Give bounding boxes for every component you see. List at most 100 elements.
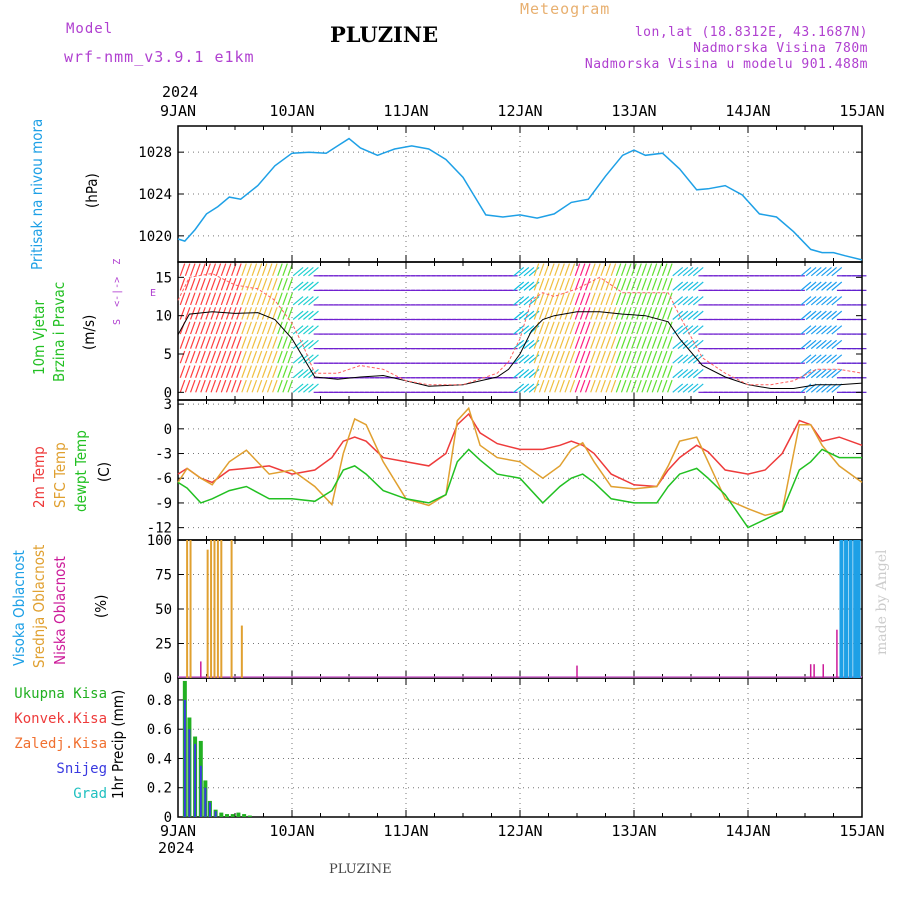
wind-arrow — [569, 350, 576, 364]
pressure-ytick-label: 1028 — [138, 145, 172, 161]
wind-arrow — [626, 321, 632, 335]
wind-arrow — [261, 365, 268, 378]
wind-arrow — [251, 321, 258, 335]
wind-arrow — [538, 365, 545, 378]
wind-arrow — [687, 339, 699, 350]
wind-arrow — [277, 321, 283, 335]
wind-arrow — [246, 277, 252, 291]
wind-arrow — [826, 325, 838, 335]
wind-arrow — [272, 263, 278, 277]
wind-arrow — [518, 368, 530, 379]
wind-arrow — [564, 365, 571, 378]
wind-arrow — [574, 379, 581, 393]
wind-arrow — [205, 263, 211, 277]
wind-arrow — [215, 365, 222, 378]
wind-arrow — [543, 365, 550, 378]
wind-arrow — [620, 263, 627, 277]
wind-arrow — [672, 266, 684, 277]
wind-arrow — [297, 310, 309, 320]
wind-arrow — [800, 266, 812, 277]
cloud-bar — [216, 540, 219, 678]
wind-arrow — [533, 379, 540, 393]
wind-arrow — [518, 310, 530, 320]
wind-arrow — [672, 339, 684, 350]
wind-arrow — [800, 354, 812, 364]
wind-arrow — [543, 336, 550, 349]
wind-arrow — [646, 277, 653, 291]
wind-arrow — [692, 368, 704, 379]
wind-arrow — [646, 321, 653, 335]
precip-snow-bar — [204, 787, 207, 817]
wind-arrow — [179, 263, 186, 277]
wind-arrow — [215, 336, 222, 349]
wind-arrow — [220, 277, 227, 291]
wind-arrow — [523, 310, 535, 320]
wind-arrow — [687, 354, 699, 364]
wind-arrow — [538, 321, 545, 335]
wind-arrow — [610, 263, 617, 277]
wind-arrow — [605, 365, 612, 378]
wind-arrow — [656, 307, 663, 320]
wind-arrow — [605, 307, 612, 320]
cloud-bar — [200, 661, 202, 678]
wind-arrow — [656, 321, 663, 335]
wind-arrow — [600, 365, 606, 378]
wind-arrow — [236, 350, 242, 364]
wind-arrow — [574, 365, 581, 378]
wind-arrow — [590, 365, 596, 378]
wind-arrow — [308, 281, 319, 291]
wind-arrow — [661, 292, 668, 306]
wind-arrow — [590, 336, 596, 349]
temp-side-label-2: SFC Temp — [51, 442, 69, 508]
wind-arrow — [297, 281, 309, 291]
wind-arrow — [559, 307, 565, 320]
wind-arrow — [831, 383, 843, 393]
wind-arrow — [682, 266, 694, 277]
wind-arrow — [195, 336, 201, 349]
wind-arrow — [308, 296, 319, 306]
wind-arrow — [626, 365, 632, 378]
wind-arrow — [682, 368, 694, 379]
wind-arrow — [677, 281, 689, 291]
wind-arrow — [821, 339, 832, 350]
wind-arrow — [605, 277, 612, 291]
wind-arrow — [821, 354, 832, 364]
wind-arrow — [303, 368, 314, 379]
wind-arrow — [636, 365, 642, 378]
wind-arrow — [200, 379, 206, 393]
cloud-bar — [189, 540, 192, 678]
cloud-bar — [809, 664, 812, 678]
wind-arrow — [200, 263, 206, 277]
wind-arrow — [246, 321, 252, 335]
wind-arrow — [595, 379, 601, 393]
wind-arrow — [297, 296, 309, 306]
wind-arrow — [826, 310, 838, 320]
wind-arrow — [215, 292, 222, 306]
wind-arrow — [538, 350, 545, 364]
wind-arrow — [816, 266, 827, 277]
wind-arrow — [518, 281, 530, 291]
wind-arrow — [595, 277, 601, 291]
wind-arrow — [687, 325, 699, 335]
precip-label-hail: Grad — [73, 786, 107, 802]
wind-arrow — [210, 379, 217, 393]
wind-arrow — [656, 292, 663, 306]
wind-arrow — [810, 266, 822, 277]
wind-arrow — [610, 365, 617, 378]
wind-arrow — [641, 277, 647, 291]
wind-arrow — [200, 350, 206, 364]
wind-arrow — [538, 336, 545, 349]
wind-arrow — [225, 277, 232, 291]
wind-arrow — [513, 383, 525, 393]
wind-arrow — [667, 321, 673, 335]
wind-arrow — [220, 379, 227, 393]
wind-arrow — [236, 379, 242, 393]
wind-arrow — [518, 296, 530, 306]
wind-arrow — [179, 277, 186, 291]
precip-snow-bar — [194, 743, 197, 817]
wind-arrow — [564, 263, 571, 277]
wind-arrow — [579, 292, 586, 306]
precip-total-bar — [242, 814, 247, 817]
wind-arrow — [179, 379, 186, 393]
wind-arrow — [518, 325, 530, 335]
